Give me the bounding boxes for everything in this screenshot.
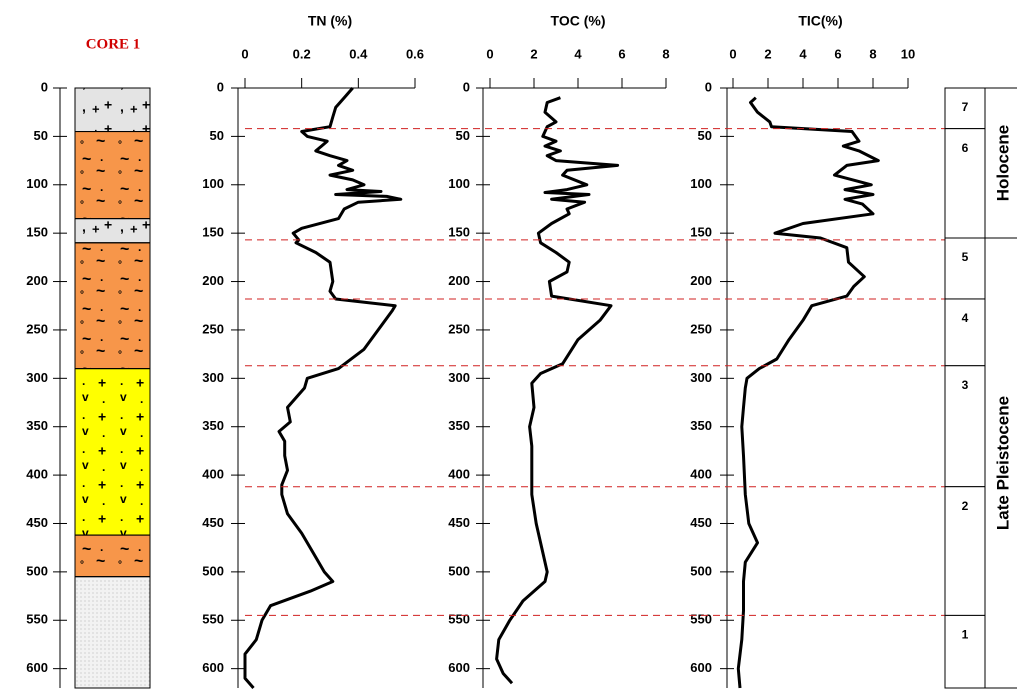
x-tick-label: 0 xyxy=(729,46,736,61)
epoch-box xyxy=(984,237,1017,689)
epoch-label: Late Pleistocene xyxy=(993,396,1012,530)
x-tick-label: 0.6 xyxy=(406,46,424,61)
depth-tick-label: 450 xyxy=(690,515,712,530)
depth-tick-label: 500 xyxy=(202,563,224,578)
core-layer-pattern xyxy=(74,368,151,536)
depth-tick-label: 400 xyxy=(690,467,712,482)
depth-tick-label: 250 xyxy=(26,321,48,336)
core-layer-pattern xyxy=(74,131,151,220)
depth-tick-label: 0 xyxy=(705,79,712,94)
depth-tick-label: 550 xyxy=(202,612,224,627)
depth-tick-label: 450 xyxy=(26,515,48,530)
depth-tick-label: 500 xyxy=(448,563,470,578)
depth-tick-label: 100 xyxy=(202,176,224,191)
epoch-label: Holocene xyxy=(993,125,1012,202)
unit-box xyxy=(944,128,986,239)
unit-label: 6 xyxy=(962,141,969,155)
epoch-box xyxy=(984,87,1017,239)
profile-line xyxy=(243,87,403,689)
depth-tick-label: 550 xyxy=(448,612,470,627)
x-tick-label: 10 xyxy=(901,46,915,61)
unit-box xyxy=(944,87,986,130)
x-tick-label: 0 xyxy=(486,46,493,61)
x-tick-label: 2 xyxy=(530,46,537,61)
core-layer-pattern xyxy=(74,534,151,578)
core-layer-pattern xyxy=(74,242,151,370)
depth-tick-label: 200 xyxy=(202,273,224,288)
depth-tick-label: 100 xyxy=(448,176,470,191)
unit-box xyxy=(944,237,986,300)
depth-tick-label: 450 xyxy=(202,515,224,530)
depth-tick-label: 500 xyxy=(26,563,48,578)
core-title: CORE 1 xyxy=(86,36,141,52)
profile-line xyxy=(736,96,880,689)
unit-label: 4 xyxy=(962,311,969,325)
unit-label: 7 xyxy=(962,100,969,114)
depth-tick-label: 600 xyxy=(690,660,712,675)
depth-tick-label: 0 xyxy=(463,79,470,94)
depth-tick-label: 350 xyxy=(448,418,470,433)
depth-tick-label: 200 xyxy=(26,273,48,288)
depth-tick-label: 600 xyxy=(448,660,470,675)
x-tick-label: 8 xyxy=(869,46,876,61)
profile-line xyxy=(495,96,620,685)
core-layer-pattern xyxy=(74,87,151,133)
unit-label: 5 xyxy=(962,250,969,264)
depth-tick-label: 0 xyxy=(41,79,48,94)
x-tick-label: 0.2 xyxy=(293,46,311,61)
x-tick-label: 0.4 xyxy=(349,46,368,61)
depth-tick-label: 500 xyxy=(690,563,712,578)
depth-tick-label: 50 xyxy=(210,128,224,143)
depth-tick-label: 0 xyxy=(217,79,224,94)
unit-label: 3 xyxy=(962,378,969,392)
x-tick-label: 6 xyxy=(834,46,841,61)
depth-tick-label: 150 xyxy=(202,225,224,240)
depth-tick-label: 300 xyxy=(26,370,48,385)
unit-box xyxy=(944,614,986,689)
chart-title: TOC (%) xyxy=(551,13,606,29)
unit-label: 2 xyxy=(962,499,969,513)
depth-tick-label: 600 xyxy=(26,660,48,675)
unit-label: 1 xyxy=(962,628,969,642)
depth-tick-label: 300 xyxy=(690,370,712,385)
x-tick-label: 2 xyxy=(764,46,771,61)
depth-tick-label: 250 xyxy=(690,321,712,336)
x-tick-label: 0 xyxy=(241,46,248,61)
depth-tick-label: 400 xyxy=(448,467,470,482)
depth-tick-label: 200 xyxy=(690,273,712,288)
depth-tick-label: 100 xyxy=(26,176,48,191)
depth-tick-label: 150 xyxy=(26,225,48,240)
depth-tick-label: 50 xyxy=(456,128,470,143)
depth-tick-label: 350 xyxy=(690,418,712,433)
depth-tick-label: 250 xyxy=(202,321,224,336)
depth-tick-label: 200 xyxy=(448,273,470,288)
depth-tick-label: 550 xyxy=(690,612,712,627)
x-tick-label: 8 xyxy=(662,46,669,61)
depth-tick-label: 300 xyxy=(202,370,224,385)
depth-tick-label: 350 xyxy=(26,418,48,433)
depth-tick-label: 300 xyxy=(448,370,470,385)
depth-tick-label: 550 xyxy=(26,612,48,627)
depth-tick-label: 400 xyxy=(202,467,224,482)
core-layer-pattern xyxy=(74,576,151,689)
core-layer-pattern xyxy=(74,218,151,244)
depth-tick-label: 100 xyxy=(690,176,712,191)
depth-tick-label: 250 xyxy=(448,321,470,336)
depth-tick-label: 400 xyxy=(26,467,48,482)
depth-tick-label: 450 xyxy=(448,515,470,530)
depth-tick-label: 350 xyxy=(202,418,224,433)
x-tick-label: 4 xyxy=(574,46,582,61)
depth-tick-label: 150 xyxy=(690,225,712,240)
unit-box xyxy=(944,298,986,367)
depth-tick-label: 50 xyxy=(34,128,48,143)
depth-tick-label: 150 xyxy=(448,225,470,240)
chart-title: TN (%) xyxy=(308,13,352,29)
depth-tick-label: 50 xyxy=(698,128,712,143)
chart-title: TIC(%) xyxy=(798,13,842,29)
x-tick-label: 6 xyxy=(618,46,625,61)
x-tick-label: 4 xyxy=(799,46,807,61)
depth-tick-label: 600 xyxy=(202,660,224,675)
